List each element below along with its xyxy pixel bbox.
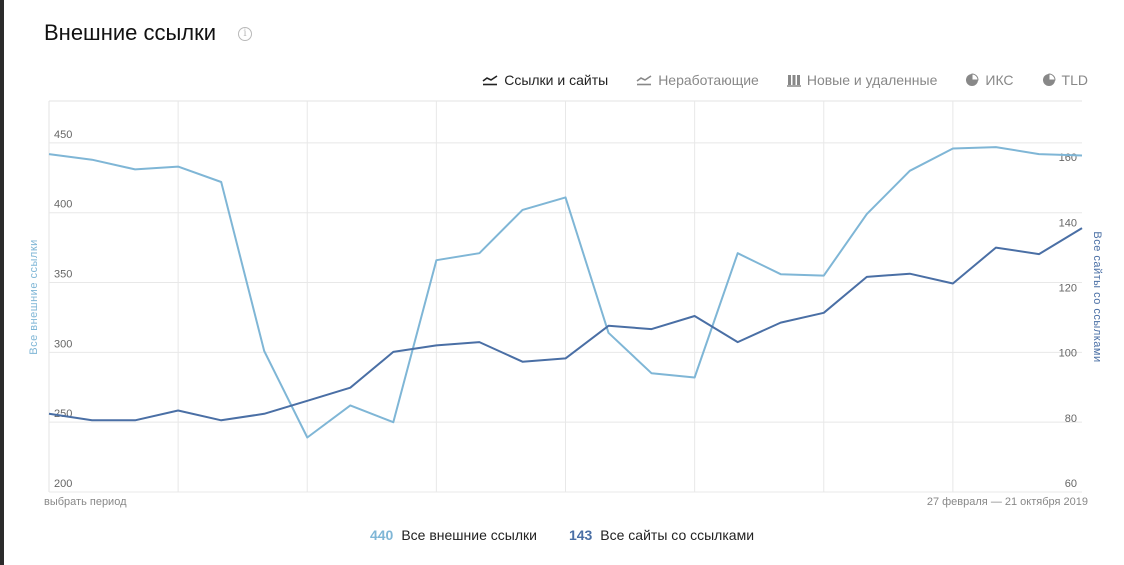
date-range: 27 февраля — 21 октября 2019	[926, 496, 1088, 508]
chart-tabs: Ссылки и сайты Неработающие Новые и удал…	[482, 72, 1088, 88]
pie-chart-icon	[966, 73, 979, 86]
line-chart-icon	[636, 75, 652, 86]
tab-label: ИКС	[985, 72, 1014, 88]
left-tick-label: 300	[54, 338, 72, 350]
right-tick-label: 120	[1059, 283, 1077, 295]
tab-label: TLD	[1061, 72, 1088, 88]
legend-value: 143	[568, 527, 593, 543]
right-tick-label: 80	[1065, 413, 1077, 425]
left-tick-label: 350	[54, 269, 72, 281]
legend-label: Все сайты со ссылками	[600, 527, 755, 543]
info-icon[interactable]: i	[238, 27, 252, 41]
left-axis-title: Все внешние ссылки	[28, 239, 40, 355]
tab-broken[interactable]: Неработающие	[636, 72, 759, 88]
right-axis-title: Все сайты со ссылками	[1091, 231, 1103, 362]
legend-item-external-links[interactable]: 440 Все внешние ссылки	[370, 527, 537, 543]
series-line-linking-sites	[48, 227, 1083, 422]
right-tick-label: 140	[1059, 217, 1077, 229]
tab-label: Новые и удаленные	[806, 72, 938, 88]
bar-chart-icon	[786, 75, 801, 87]
tab-tld[interactable]: TLD	[1042, 72, 1088, 88]
left-tick-label: 200	[54, 478, 72, 490]
select-period-link[interactable]: выбрать период	[44, 496, 127, 508]
tab-new-and-deleted[interactable]: Новые и удаленные	[786, 72, 938, 88]
legend-label: Все внешние ссылки	[401, 527, 537, 543]
left-tick-label: 400	[54, 199, 72, 211]
left-tick-label: 450	[54, 129, 72, 141]
legend-value: 440	[369, 527, 394, 543]
right-tick-label: 100	[1059, 348, 1077, 360]
chart-grid	[48, 100, 1082, 493]
series-line-external-links	[48, 146, 1083, 439]
pie-chart-icon	[1042, 73, 1056, 86]
window-edge	[0, 0, 4, 565]
chart-series	[48, 146, 1083, 439]
tab-iks[interactable]: ИКС	[965, 72, 1014, 88]
tab-links-and-sites[interactable]: Ссылки и сайты	[482, 72, 608, 88]
right-tick-label: 60	[1065, 478, 1077, 490]
line-chart-icon	[482, 75, 498, 86]
tab-label: Неработающие	[658, 72, 759, 88]
tab-label: Ссылки и сайты	[504, 72, 609, 88]
chart-legend: 440 Все внешние ссылки 143 Все сайты со …	[0, 527, 1124, 543]
legend-item-linking-sites[interactable]: 143 Все сайты со ссылками	[569, 527, 754, 543]
page-title: Внешние ссылки	[44, 20, 217, 45]
